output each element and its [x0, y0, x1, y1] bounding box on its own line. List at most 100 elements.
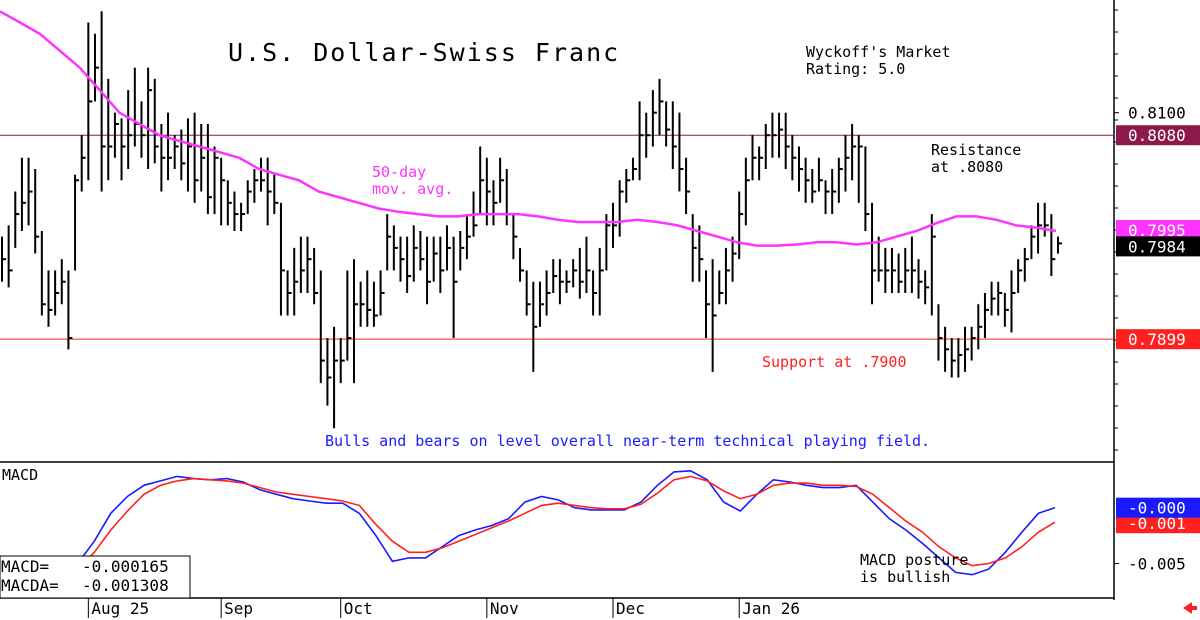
macda-readout-value: -0.001308: [82, 576, 169, 595]
price-bar: [705, 270, 710, 339]
price-bar: [651, 90, 657, 147]
price-bar: [499, 157, 505, 203]
price-bar: [824, 180, 830, 215]
price-tag: 0.7899: [1116, 329, 1200, 350]
price-bar: [857, 135, 863, 203]
price-bar: [7, 225, 13, 288]
price-bar: [20, 157, 26, 231]
price-bar: [519, 247, 525, 282]
month-label: Nov: [490, 599, 519, 618]
arrow-left-icon-stem[interactable]: [1191, 606, 1197, 610]
price-panel: [0, 10, 1114, 429]
price-bar: [319, 270, 325, 384]
price-bar: [791, 135, 797, 181]
price-bar: [937, 304, 943, 361]
price-bar: [538, 281, 544, 327]
price-bar: [545, 270, 551, 316]
price-bar: [804, 157, 810, 203]
price-bar: [1010, 270, 1016, 333]
price-bar: [658, 78, 664, 136]
price-bar: [685, 157, 691, 215]
price-bar: [286, 270, 292, 316]
price-bar: [426, 236, 432, 305]
price-bar: [645, 112, 651, 158]
price-bar: [505, 169, 511, 226]
resistance-label: Resistance at .8080: [931, 141, 1021, 176]
price-bar: [665, 101, 671, 147]
price-bar: [738, 191, 744, 260]
price-bar: [751, 135, 757, 181]
price-bar: [333, 326, 339, 429]
price-bar: [54, 270, 60, 316]
price-bar: [492, 180, 498, 226]
price-tag-text: 0.7995: [1128, 221, 1186, 240]
price-bar: [618, 180, 624, 237]
price-tag-bg: [1116, 220, 1200, 240]
price-bar: [532, 281, 538, 372]
macd-signal-tag-bg: [1116, 513, 1200, 534]
price-bar: [871, 202, 877, 305]
price-bar: [180, 129, 186, 181]
macd-readout-value: -0.000165: [82, 557, 169, 576]
price-bar: [598, 247, 604, 316]
price-bar: [359, 281, 365, 327]
macd-signal-line: [27, 475, 1056, 585]
price-bar: [917, 259, 923, 299]
price-bar: [47, 270, 53, 327]
price-bar: [771, 112, 777, 158]
price-bar: [631, 157, 637, 181]
price-bar: [306, 236, 312, 293]
price-bar: [525, 270, 531, 316]
arrow-left-icon[interactable]: [1183, 602, 1192, 614]
price-bar: [778, 112, 784, 158]
price-bar: [87, 22, 93, 181]
price-tag: 0.7984: [1116, 236, 1200, 257]
price-tag-bg: [1116, 236, 1200, 257]
price-bar: [698, 225, 704, 282]
price-tag-bg: [1116, 329, 1200, 350]
macd-axis-label: -0.005: [1128, 555, 1186, 574]
price-bar: [372, 281, 378, 327]
price-bar: [930, 214, 936, 316]
price-bar: [326, 338, 332, 406]
macd-tag: -0.000: [1116, 497, 1200, 518]
price-bar: [731, 236, 737, 282]
price-bar: [107, 78, 113, 181]
price-bar: [353, 259, 358, 384]
price-bar: [200, 123, 206, 192]
price-bar: [186, 118, 192, 192]
price-bar: [346, 270, 352, 361]
price-bar: [240, 202, 246, 231]
price-bar: [74, 174, 80, 271]
price-bar: [944, 326, 950, 372]
price-tag-text: 0.7984: [1128, 237, 1186, 256]
price-bar: [299, 236, 305, 293]
price-bar: [572, 259, 578, 288]
price-bar: [1030, 225, 1036, 260]
macda-readout-label: MACDA=: [1, 576, 59, 595]
price-bar: [970, 326, 976, 361]
price-bar: [226, 180, 232, 226]
price-bar: [977, 304, 983, 350]
price-bar: [113, 112, 119, 158]
price-bar: [293, 247, 299, 316]
macd-note: MACD posture is bullish: [860, 551, 968, 586]
price-bar: [120, 118, 126, 181]
price-bar: [884, 247, 890, 293]
price-bar: [1, 236, 6, 282]
price-bar: [558, 259, 564, 305]
price-bar: [718, 270, 724, 305]
price-bar: [638, 101, 644, 181]
macd-readout-box: [0, 555, 191, 599]
price-bar: [758, 146, 764, 181]
price-bar: [40, 231, 46, 316]
price-bar: [851, 123, 857, 181]
macd-readout-label: MACD=: [1, 557, 49, 576]
price-bar: [386, 214, 392, 271]
price-bar: [445, 225, 451, 271]
price-bar: [678, 112, 684, 192]
price-bar: [877, 236, 883, 282]
price-bar: [34, 169, 40, 254]
